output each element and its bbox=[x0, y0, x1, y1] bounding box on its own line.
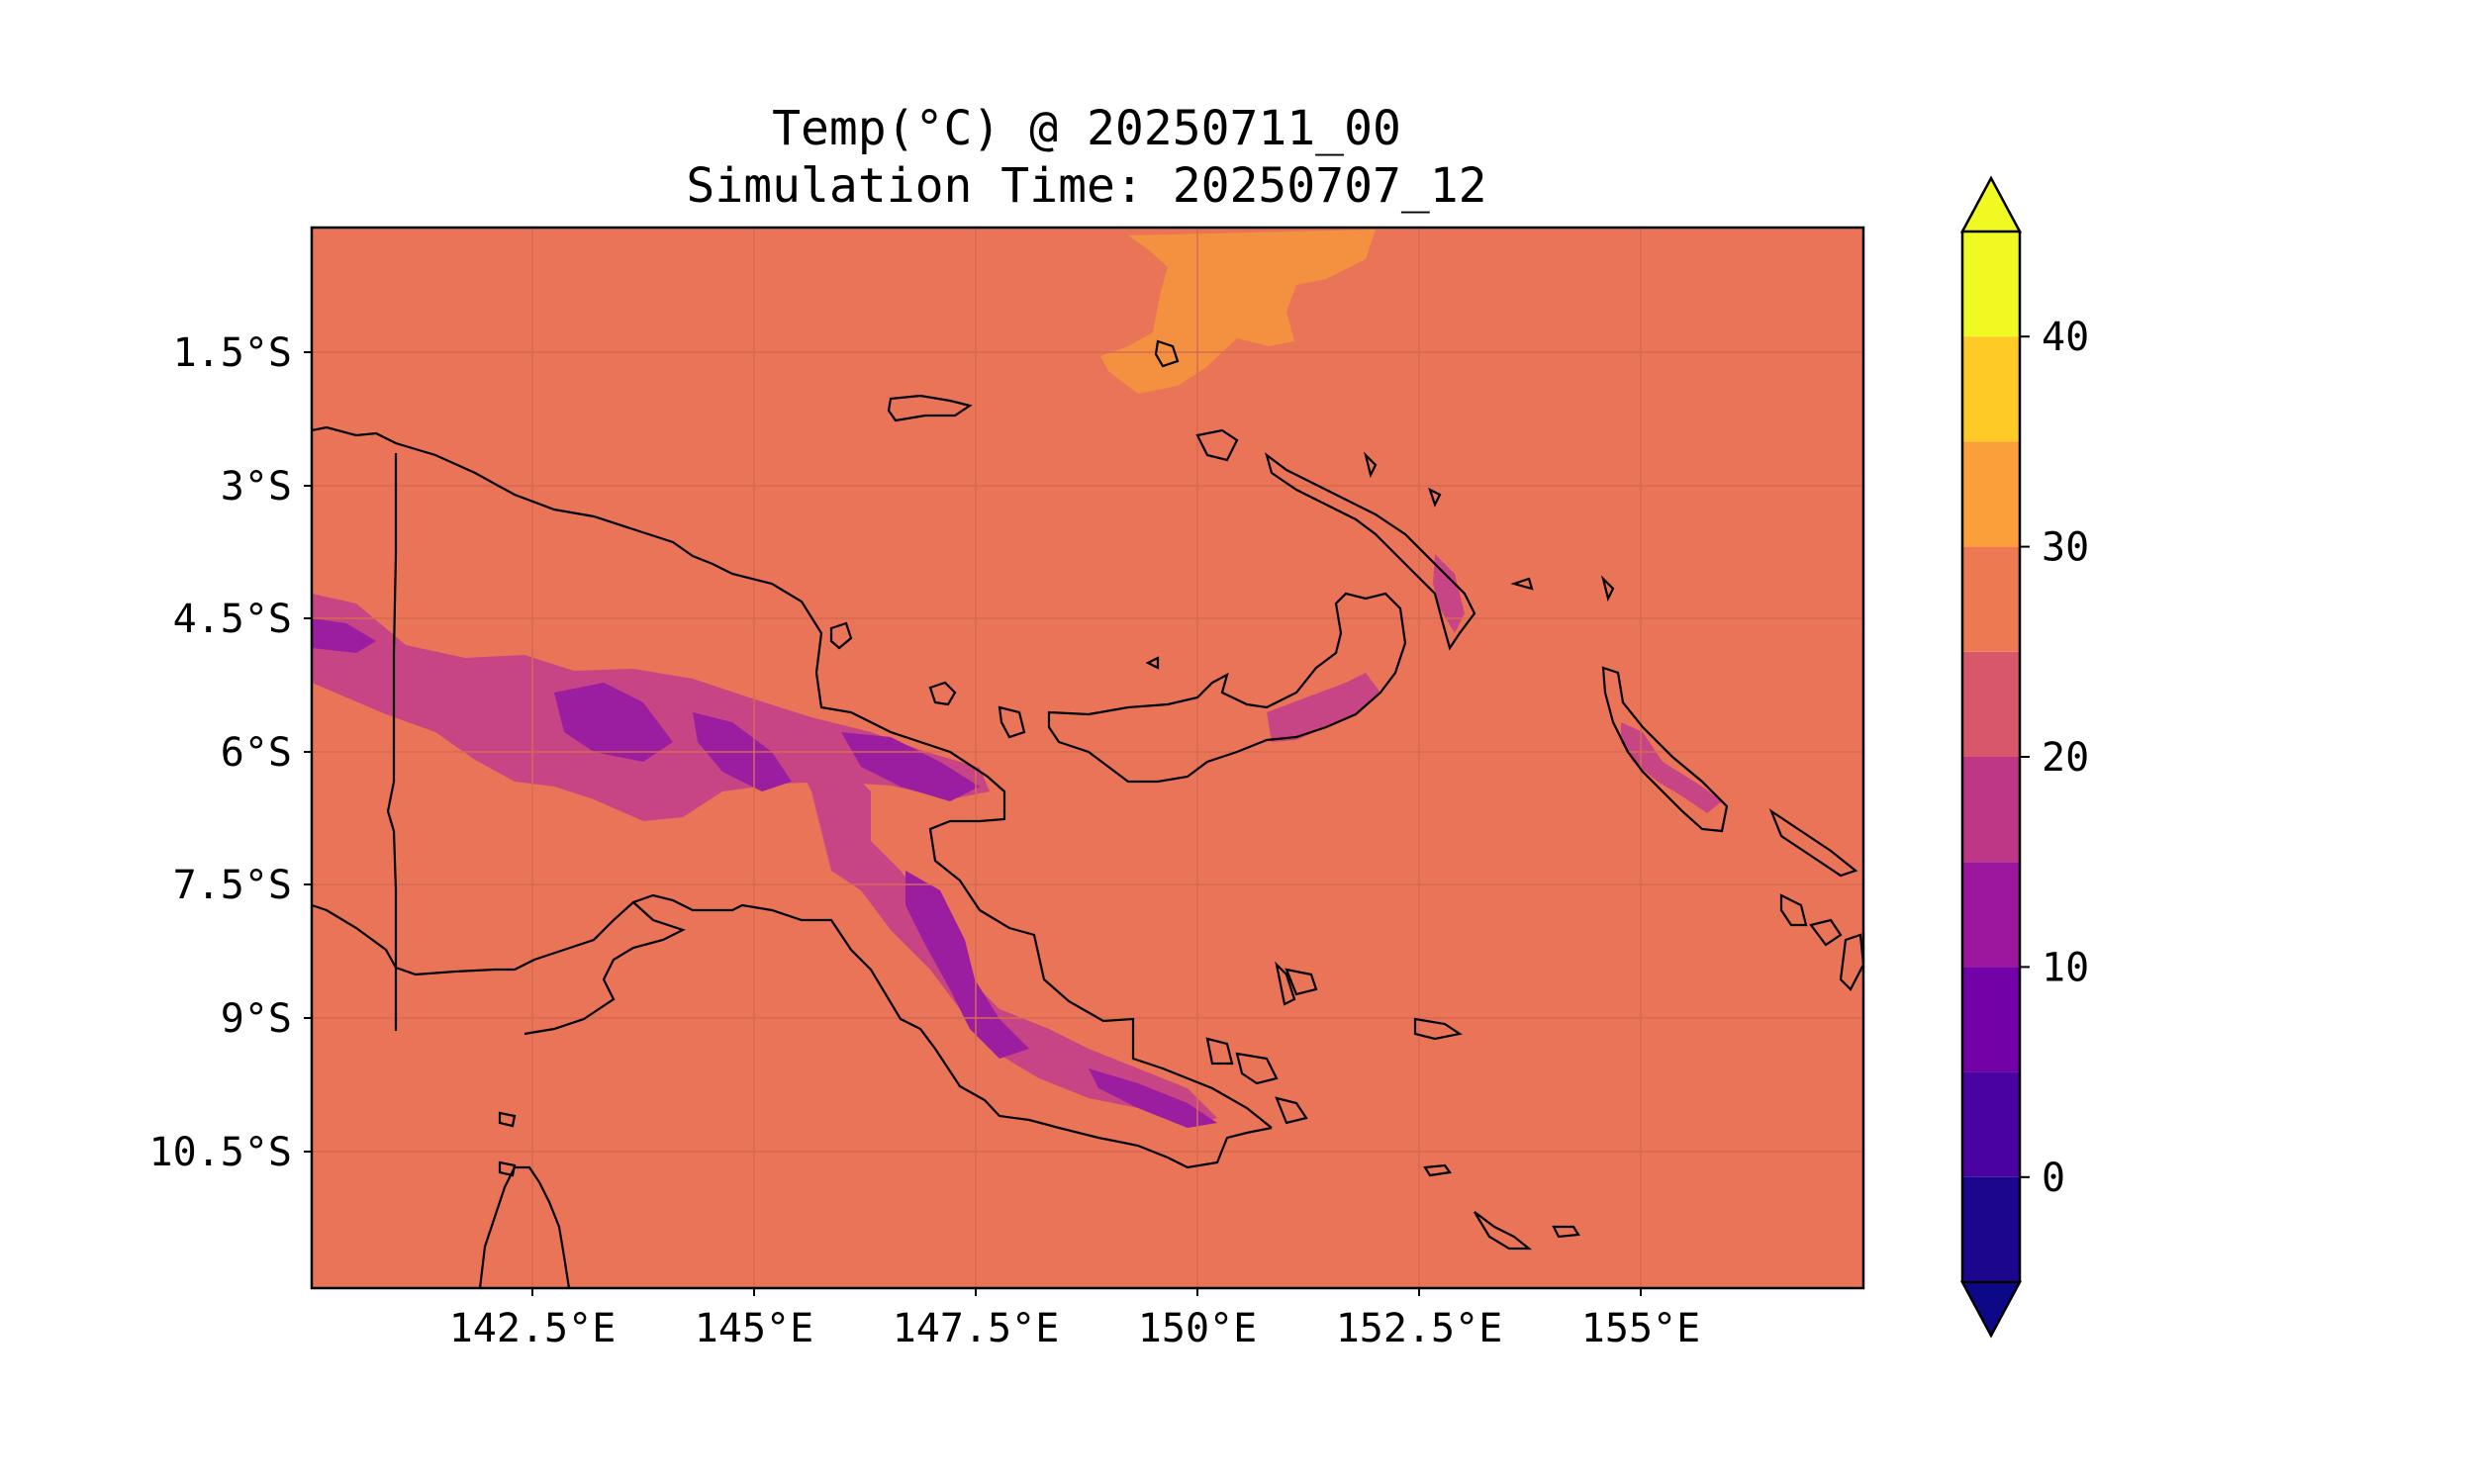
lat-tick-label: 6°S bbox=[221, 730, 292, 776]
colorbar-tick-label: 0 bbox=[2042, 1156, 2065, 1201]
lat-tick-label: 9°S bbox=[221, 996, 292, 1042]
colorbar-segment bbox=[1962, 546, 2020, 652]
lat-tick-label: 4.5°S bbox=[173, 597, 292, 642]
colorbar-tick-label: 40 bbox=[2042, 315, 2089, 360]
lat-tick-label: 3°S bbox=[221, 464, 292, 510]
map-frame bbox=[310, 226, 1865, 1290]
cold-core-2 bbox=[554, 683, 673, 762]
colorbar-tick-label: 10 bbox=[2042, 945, 2089, 990]
woodlark bbox=[1413, 1017, 1463, 1041]
plot-subtitle: Simulation Time: 20250707_12 bbox=[686, 158, 1487, 214]
colorbar-segment bbox=[1962, 441, 2020, 547]
colorbar-segment bbox=[1962, 1176, 2020, 1282]
plot-title: Temp(°C) @ 20250711_00 bbox=[772, 101, 1401, 156]
island-b bbox=[1154, 339, 1180, 368]
colorbar-segment bbox=[1962, 967, 2020, 1072]
graticule bbox=[312, 228, 1863, 1288]
colorbar-segment bbox=[1962, 651, 2020, 757]
lat-tick-label: 10.5°S bbox=[149, 1130, 293, 1175]
cool-new-ireland bbox=[1433, 554, 1465, 633]
solomon-south bbox=[1779, 893, 1863, 991]
lat-tick-label: 7.5°S bbox=[173, 863, 292, 908]
cape-york bbox=[478, 1165, 571, 1288]
solomon-islands bbox=[1768, 808, 1858, 878]
border-line bbox=[386, 453, 398, 1031]
coastlines bbox=[312, 339, 1863, 1288]
cold-core-6 bbox=[1089, 1068, 1217, 1128]
lon-tick-label: 155°E bbox=[1581, 1306, 1700, 1351]
lon-tick-label: 145°E bbox=[695, 1306, 813, 1351]
cool-new-britain bbox=[1267, 673, 1380, 742]
torres-islands bbox=[498, 1111, 517, 1177]
island-a bbox=[1195, 428, 1239, 462]
lon-tick-label: 142.5°E bbox=[449, 1306, 617, 1351]
louisiade bbox=[1423, 1163, 1580, 1251]
island-c bbox=[829, 621, 853, 650]
lon-tick-label: 150°E bbox=[1138, 1306, 1257, 1351]
new-britain bbox=[1047, 592, 1407, 784]
new-ireland bbox=[1265, 452, 1476, 651]
colorbar-over-arrow bbox=[1959, 175, 2023, 233]
colorbar-segment bbox=[1962, 1071, 2020, 1177]
lon-tick-label: 152.5°E bbox=[1336, 1306, 1503, 1351]
latitude-axis: 1.5°S 3°S 4.5°S 6°S 7.5°S 9°S 10.5°S bbox=[149, 330, 312, 1175]
lat-tick-label: 1.5°S bbox=[173, 330, 292, 376]
colorbar-segment bbox=[1962, 757, 2020, 863]
colorbar-tick-label: 20 bbox=[2042, 735, 2089, 781]
manus-island bbox=[887, 394, 973, 422]
colorbar-tick-label: 30 bbox=[2042, 525, 2089, 571]
temperature-field bbox=[312, 230, 1722, 1128]
colorbar-segment bbox=[1962, 336, 2020, 442]
cold-core-1 bbox=[312, 618, 376, 653]
colorbar-segment bbox=[1962, 232, 2020, 337]
colorbar-segment bbox=[1962, 862, 2020, 968]
cold-core-4 bbox=[841, 732, 980, 801]
cool-bougainville bbox=[1621, 722, 1722, 813]
bougainville bbox=[1601, 666, 1729, 833]
trobriand bbox=[1285, 968, 1318, 996]
colorbar-under-arrow bbox=[1959, 1280, 2023, 1339]
cold-core-5 bbox=[905, 871, 1029, 1059]
small-isles bbox=[1145, 451, 1615, 1006]
new-guinea-south-coast bbox=[312, 893, 1273, 1169]
longitude-axis: 142.5°E 145°E 147.5°E 150°E 152.5°E 155°E bbox=[449, 1288, 1700, 1351]
new-guinea-river-delta bbox=[523, 901, 686, 1036]
dentrecasteaux bbox=[1205, 1037, 1308, 1125]
island-e bbox=[998, 705, 1026, 739]
new-guinea-north-coast bbox=[312, 425, 1273, 1129]
island-d bbox=[928, 681, 957, 706]
colorbar: 0 10 20 30 40 bbox=[1959, 175, 2089, 1339]
lon-tick-label: 147.5°E bbox=[893, 1306, 1060, 1351]
